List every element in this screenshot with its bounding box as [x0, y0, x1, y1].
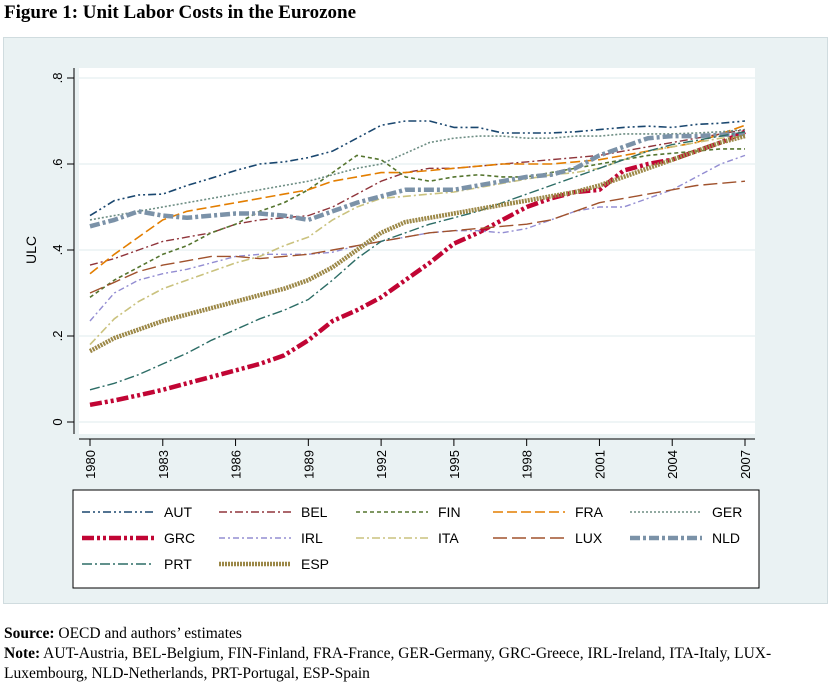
source-label: Source:	[4, 625, 55, 642]
x-tick-label-9: 2007	[738, 450, 753, 479]
chart-panel: 0 .2 .4 .6 .8 ULC 1980 1983 1986 1989 1992 1995 1998…	[3, 37, 828, 604]
plot-background	[79, 68, 755, 434]
y-tick-label-3: .6	[50, 159, 65, 170]
x-tick-label-3: 1989	[301, 450, 316, 479]
legend-label-grc: GRC	[164, 530, 195, 546]
note-label: Note:	[4, 645, 41, 662]
series-line-irl	[89, 154, 746, 322]
series-line-bel	[89, 128, 746, 266]
legend-label-fin: FIN	[438, 504, 461, 520]
source-line: Source: OECD and authors’ estimates	[4, 624, 832, 644]
series-line-fin	[89, 148, 745, 298]
y-tick-label-0: 0	[50, 418, 65, 425]
x-tick-label-8: 2004	[665, 450, 680, 479]
legend-label-fra: FRA	[575, 504, 604, 520]
y-tick-label-2: .4	[50, 245, 65, 256]
note-text: AUT-Austria, BEL-Belgium, FIN-Finland, F…	[4, 645, 772, 682]
x-tick-label-1: 1983	[156, 450, 171, 479]
x-tick-label-6: 1998	[520, 450, 535, 479]
x-tick-label-5: 1995	[447, 450, 462, 479]
note-line: Note: AUT-Austria, BEL-Belgium, FIN-Finl…	[4, 644, 832, 684]
series-line-grc	[89, 129, 746, 408]
y-tick-label-4: .8	[50, 73, 65, 84]
x-tick-label-2: 1986	[229, 450, 244, 479]
series-line-aut	[89, 120, 746, 217]
series-line-ger	[89, 128, 746, 221]
legend-label-irl: IRL	[301, 530, 323, 546]
series-line-ita	[89, 135, 746, 346]
y-tick-label-1: .2	[50, 331, 65, 342]
x-tick-label-0: 1980	[83, 450, 98, 479]
series-line-lux	[89, 180, 746, 294]
series-line-prt	[89, 131, 746, 391]
series-line-esp	[88, 133, 746, 354]
legend-label-prt: PRT	[164, 556, 192, 572]
figure-notes: Source: OECD and authors’ estimates Note…	[4, 624, 832, 684]
legend-label-aut: AUT	[164, 504, 192, 520]
legend-label-lux: LUX	[575, 530, 603, 546]
legend-label-ger: GER	[712, 504, 742, 520]
legend-label-nld: NLD	[712, 530, 740, 546]
x-tick-label-4: 1992	[374, 450, 389, 479]
series-line-fra	[89, 124, 746, 275]
figure-title: Figure 1: Unit Labor Costs in the Eurozo…	[4, 2, 357, 23]
x-tick-label-7: 2001	[592, 450, 607, 479]
y-axis-title: ULC	[23, 236, 39, 264]
source-text: OECD and authors’ estimates	[54, 625, 242, 642]
line-chart: 0 .2 .4 .6 .8 ULC 1980 1983 1986 1989 1992 1995 1998…	[23, 68, 760, 589]
legend-label-bel: BEL	[301, 504, 328, 520]
legend-label-ita: ITA	[438, 530, 459, 546]
legend-label-esp: ESP	[301, 556, 329, 572]
